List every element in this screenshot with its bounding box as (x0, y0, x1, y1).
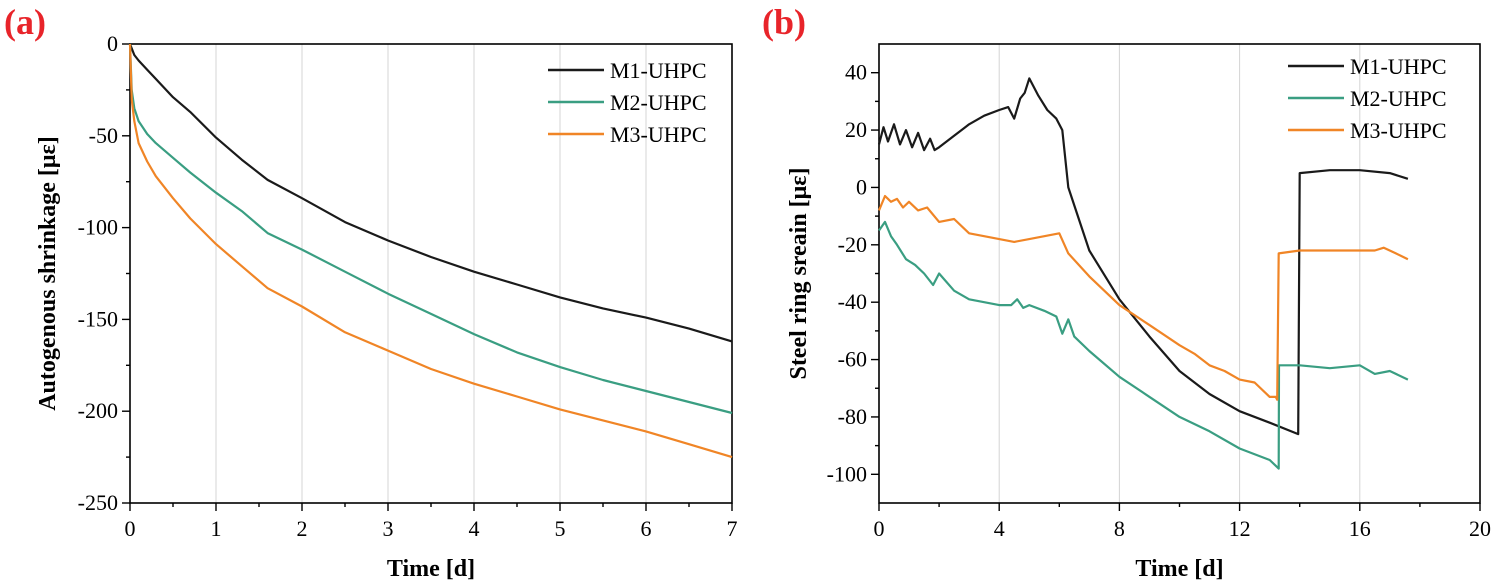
series-line-m1-uhpc (877, 77, 1409, 436)
panel-a: (a) 0 1 2 3 4 5 6 7 -250 -200 -150 -100 -50 0 Time [d] A… (4, 2, 738, 582)
y-tick-label: -100 (78, 215, 118, 240)
series-line-m2-uhpc (878, 220, 1409, 470)
panel-label: (a) (4, 2, 46, 42)
x-tick-label: 1 (211, 516, 222, 541)
x-tick-label: 4 (994, 516, 1005, 541)
y-tick-label: -50 (89, 123, 118, 148)
legend-label: M2-UHPC (610, 90, 707, 115)
legend-label: M3-UHPC (1350, 118, 1447, 143)
x-tick-label: 3 (383, 516, 394, 541)
x-tick-label: 8 (1114, 516, 1125, 541)
x-axis-title: Time [d] (1135, 556, 1223, 582)
x-tick-label: 4 (469, 516, 480, 541)
series-line-m3-uhpc (877, 194, 1409, 401)
x-axis-title: Time [d] (387, 556, 475, 582)
y-tick-label: 0 (856, 174, 867, 199)
x-tick-label: 6 (641, 516, 652, 541)
y-tick-label: -80 (838, 404, 867, 429)
y-tick-label: -40 (838, 289, 867, 314)
y-tick-label: -60 (838, 347, 867, 372)
x-tick-label: 0 (125, 516, 136, 541)
y-tick-label: -20 (838, 232, 867, 257)
legend-label: M3-UHPC (610, 122, 707, 147)
x-tick-label: 20 (1469, 516, 1491, 541)
panel-label: (b) (762, 2, 806, 42)
y-tick-label: -150 (78, 306, 118, 331)
y-tick-label: 40 (845, 60, 867, 85)
y-tick-label: -200 (78, 398, 118, 423)
x-tick-label: 12 (1229, 516, 1251, 541)
y-tick-label: 20 (845, 117, 867, 142)
plot-frame (878, 43, 1481, 504)
y-tick-label: -250 (78, 490, 118, 515)
y-axis-title: Steel ring sreain [με] (786, 167, 812, 379)
legend-label: M2-UHPC (1350, 86, 1447, 111)
x-tick-label: 7 (727, 516, 738, 541)
x-tick-label: 2 (297, 516, 308, 541)
series-line-m3-uhpc (128, 43, 733, 459)
y-tick-label: 0 (107, 31, 118, 56)
legend-label: M1-UHPC (610, 58, 707, 83)
x-tick-label: 0 (874, 516, 885, 541)
x-tick-label: 5 (555, 516, 566, 541)
panel-b: (b) 0 4 8 12 16 20 -100 -80 -60 -40 -20 0 20 40 Time [d… (762, 2, 1491, 582)
legend-label: M1-UHPC (1350, 54, 1447, 79)
series-line-m2-uhpc (128, 43, 733, 415)
y-tick-label: -100 (827, 461, 867, 486)
y-axis-title: Autogenous shrinkage [με] (35, 136, 61, 411)
x-tick-label: 16 (1349, 516, 1371, 541)
series-line-m1-uhpc (128, 43, 733, 343)
